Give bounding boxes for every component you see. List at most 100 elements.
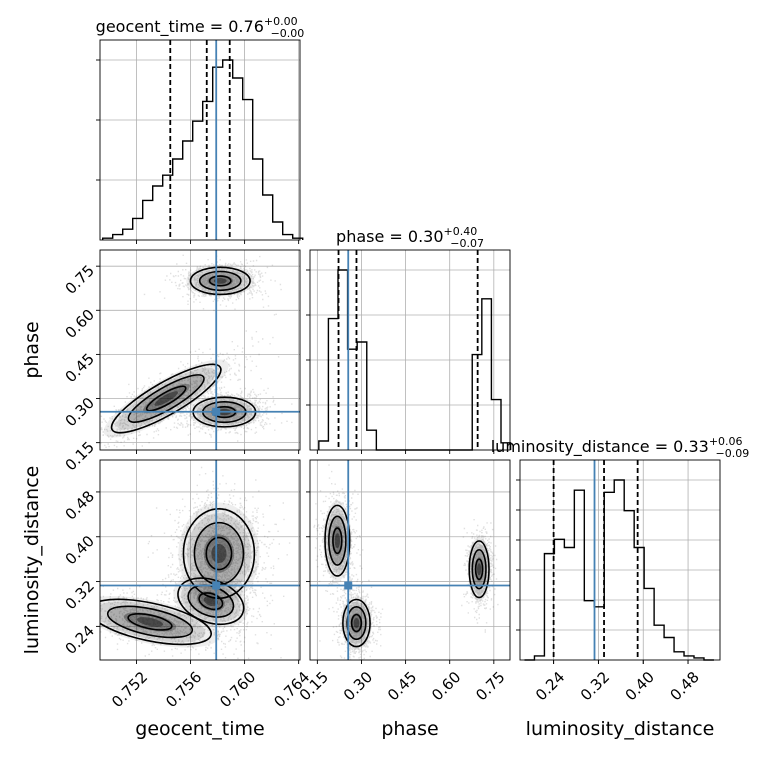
panel-ld-vs-geocent-truth-marker: [212, 581, 221, 590]
panel-phase-vs-geocent-frame: [99, 249, 301, 451]
hist-luminosity-distance-hist-step: [524, 479, 714, 661]
panel-ld-vs-phase-xtick-label: 0.30: [340, 668, 376, 704]
hist-phase-title-minus: −0.07: [450, 237, 484, 250]
panel-phase-vs-geocent-density-0-3: [207, 275, 234, 287]
panel-phase-vs-geocent-ytick-label: 0.45: [62, 350, 98, 386]
panel-ld-vs-geocent-samples: [100, 466, 291, 659]
panel-ld-vs-geocent-density-2-4: [203, 596, 218, 607]
panel-phase-vs-geocent-density-2-1: [116, 367, 216, 430]
xlabel-geocent-time: geocent_time: [135, 718, 264, 740]
panel-phase-vs-geocent-samples: [100, 254, 293, 450]
panel-phase-vs-geocent-density-0-1: [193, 268, 248, 294]
panel-ld-vs-geocent-density-1-0: [100, 596, 220, 648]
xlabel-luminosity-distance: luminosity_distance: [526, 718, 715, 740]
hist-luminosity-distance-title-main: luminosity_distance = 0.33: [491, 437, 709, 457]
panel-ld-vs-geocent-ytick-label: 0.32: [62, 577, 98, 613]
panel-ld-vs-geocent-contour-1-2: [127, 613, 173, 631]
panel-ld-vs-geocent-contour-0-2: [205, 536, 233, 571]
panel-phase-vs-geocent-density-0-0: [186, 265, 255, 297]
panel-ld-vs-geocent-plot-area: [100, 460, 300, 660]
hist-luminosity-distance-title: luminosity_distance = 0.33+0.06 −0.09: [491, 435, 750, 460]
panel-ld-vs-geocent-xtick-label: 0.752: [108, 668, 151, 711]
panel-ld-vs-geocent-frame: [99, 459, 301, 661]
panel-ld-vs-phase-density-0-2: [329, 517, 346, 565]
hist-phase-title-main: phase = 0.30: [336, 227, 443, 246]
panel-ld-vs-phase-density-0-0: [323, 500, 352, 582]
panel-ld-vs-geocent-density-1-4: [136, 617, 164, 627]
panel-phase-vs-geocent-density-2-0: [103, 359, 229, 438]
panel-phase-vs-geocent-ytick-label: 0.30: [62, 394, 98, 430]
panel-ld-vs-phase-contour-2-2: [474, 558, 484, 581]
panel-ld-vs-geocent-density-0-4: [211, 543, 227, 564]
panel-ld-vs-geocent-ytick-label: 0.48: [62, 487, 98, 523]
hist-luminosity-distance-bottom-xtick-label: 0.48: [666, 668, 702, 704]
hist-luminosity-distance-bottom-xtick-label: 0.32: [577, 668, 613, 704]
panel-ld-vs-phase-contour-0-0: [324, 504, 351, 577]
hist-phase-title-plus: +0.40: [444, 225, 478, 238]
panel-phase-vs-geocent-ytick-label: 0.75: [62, 261, 98, 297]
hist-phase-title: phase = 0.30+0.40 −0.07: [336, 225, 484, 250]
panel-ld-vs-geocent-ytick-label: 0.40: [62, 532, 98, 568]
panel-ld-vs-phase-xtick-label: 0.75: [472, 668, 508, 704]
panel-ld-vs-geocent-density-0-0: [178, 502, 260, 605]
panel-phase-vs-geocent-ytick-label: 0.60: [62, 306, 98, 342]
hist-geocent-time-title-plus: +0.00: [264, 15, 298, 28]
panel-phase-vs-geocent-truth-marker: [212, 407, 221, 416]
panel-phase-vs-geocent-contour-0-0: [189, 266, 251, 296]
panel-ld-vs-phase-xtick-label: 0.45: [384, 668, 420, 704]
panel-ld-vs-geocent-contour-1-0: [100, 598, 212, 646]
panel-ld-vs-phase-density-1-1: [344, 601, 369, 645]
panel-phase-vs-geocent-density-0-2: [200, 271, 241, 290]
hist-luminosity-distance-title-plus: +0.06: [709, 435, 743, 448]
panel-ld-vs-phase-xtick-label: 0.60: [428, 668, 464, 704]
panel-ld-vs-geocent-density-0-1: [186, 513, 252, 595]
panel-ld-vs-phase-contour-1-0: [342, 598, 371, 648]
panel-ld-vs-phase-frame: [309, 459, 511, 661]
panel-ld-vs-phase-contour-2-0: [468, 540, 490, 599]
panel-ld-vs-phase-density-1-2: [347, 607, 366, 639]
panel-ld-vs-phase-density-0-4: [334, 533, 340, 549]
hist-luminosity-distance-title-minus: −0.09: [716, 447, 750, 460]
panel-ld-vs-geocent-density-0-2: [195, 523, 243, 584]
panel-ld-vs-geocent-group: [100, 460, 300, 660]
panel-phase-vs-geocent-plot-area: [100, 250, 300, 450]
panel-ld-vs-phase-density-0-3: [332, 525, 343, 556]
ylabel-luminosity-distance: luminosity_distance: [21, 466, 43, 655]
panel-ld-vs-geocent-density-1-3: [123, 612, 177, 632]
panel-ld-vs-phase-density-2-2: [472, 550, 486, 589]
panels: geocent_time = 0.76+0.00 −0.00 phase = 0.3…: [21, 15, 749, 740]
panel-ld-vs-phase-contour-0-1: [328, 515, 347, 566]
panel-phase-vs-geocent-density-2-3: [142, 383, 190, 414]
panel-ld-vs-phase-plot-area: [310, 460, 510, 660]
panel-phase-vs-geocent-contour-2-2: [145, 385, 187, 412]
panel-ld-vs-geocent-contour-1-1: [106, 605, 194, 639]
panel-ld-vs-geocent-contour-2-0: [177, 577, 245, 626]
panel-ld-vs-phase-density-1-3: [350, 612, 363, 634]
ylabel-phase: phase: [21, 321, 43, 378]
panel-ld-vs-phase-density-1-4: [353, 617, 360, 629]
panel-ld-vs-geocent-xtick-label: 0.760: [216, 668, 259, 711]
panel-phase-vs-geocent-contour-2-1: [127, 374, 205, 423]
panel-ld-vs-geocent-density-2-2: [188, 585, 233, 617]
panel-ld-vs-phase-contour-2-1: [471, 548, 487, 590]
hist-geocent-time-hist-step: [102, 59, 304, 240]
hist-luminosity-distance-bottom-xtick-label: 0.40: [622, 668, 658, 704]
panel-ld-vs-phase-contour-0-2: [332, 527, 343, 555]
panel-ld-vs-geocent-xtick-label: 0.756: [162, 668, 205, 711]
panel-phase-vs-geocent-density-2-4: [154, 391, 178, 406]
panel-ld-vs-phase-contour-1-1: [346, 605, 367, 641]
hist-luminosity-distance-bottom-xtick-label: 0.24: [532, 668, 568, 704]
xlabel-phase: phase: [381, 718, 438, 740]
panel-ld-vs-phase-truth-marker: [344, 581, 353, 590]
panel-ld-vs-phase-density-0-1: [326, 508, 349, 573]
hist-luminosity-distance-frame: [519, 459, 721, 661]
hist-geocent-time-frame: [99, 39, 301, 241]
hist-phase-frame: [309, 249, 511, 451]
panel-ld-vs-geocent-density-1-2: [109, 606, 191, 637]
panel-ld-vs-geocent-density-1-1: [100, 601, 206, 643]
panel-phase-vs-geocent-contour-0-1: [198, 270, 242, 292]
panel-ld-vs-geocent-density-0-3: [203, 534, 235, 573]
panel-ld-vs-phase-samples: [313, 464, 499, 660]
panel-phase-vs-geocent-ytick-label: 0.15: [62, 438, 98, 474]
